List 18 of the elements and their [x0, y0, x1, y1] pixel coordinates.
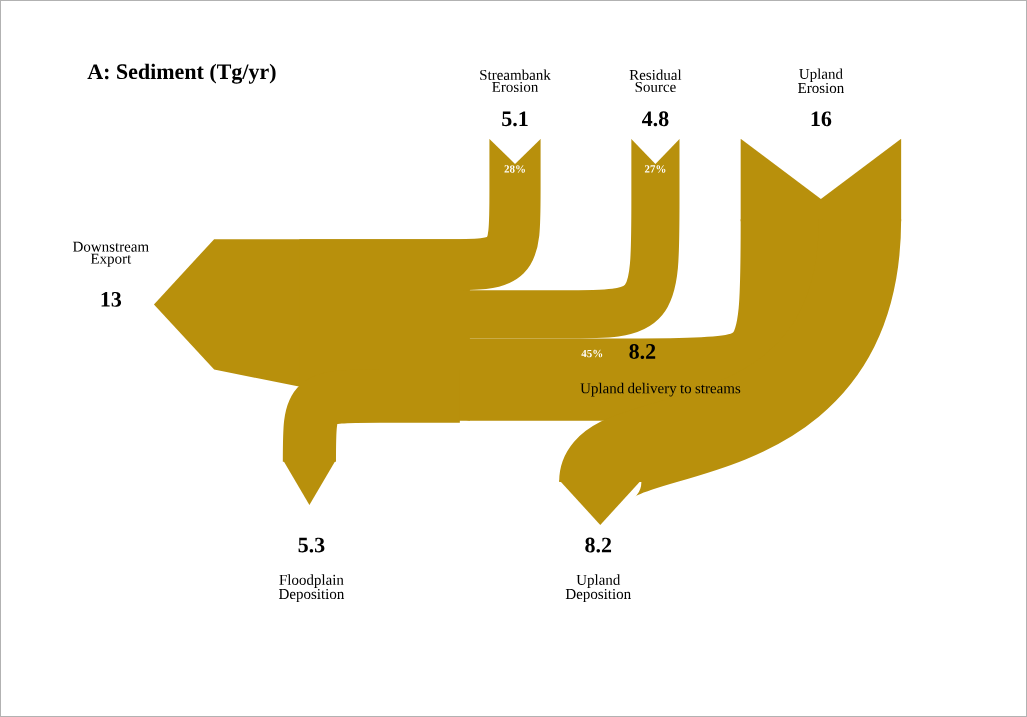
category-label: Upland Deposition	[565, 574, 631, 603]
data-label: 8.2	[629, 344, 656, 359]
text: 27%	[644, 165, 666, 173]
category-label: Residual Source	[629, 69, 682, 92]
data-label: 16	[811, 111, 832, 127]
data-label: 8.2	[585, 537, 612, 553]
category-label: Downstream Export	[72, 241, 149, 267]
data-label: 4.8	[641, 111, 669, 127]
text: A: Sediment (Tg/yr)	[87, 63, 276, 84]
category-label: Upland delivery to streams	[580, 382, 741, 397]
data-label: 13	[101, 291, 122, 307]
category-label: Upland Erosion	[798, 68, 844, 93]
text: 28%	[504, 165, 525, 173]
category-label: Streambank Erosion	[480, 69, 551, 92]
text: 45%	[581, 349, 603, 358]
category-label: Floodplain Deposition	[278, 574, 345, 603]
data-label: 5.3	[298, 537, 325, 553]
data-label: 5.1	[502, 111, 528, 127]
